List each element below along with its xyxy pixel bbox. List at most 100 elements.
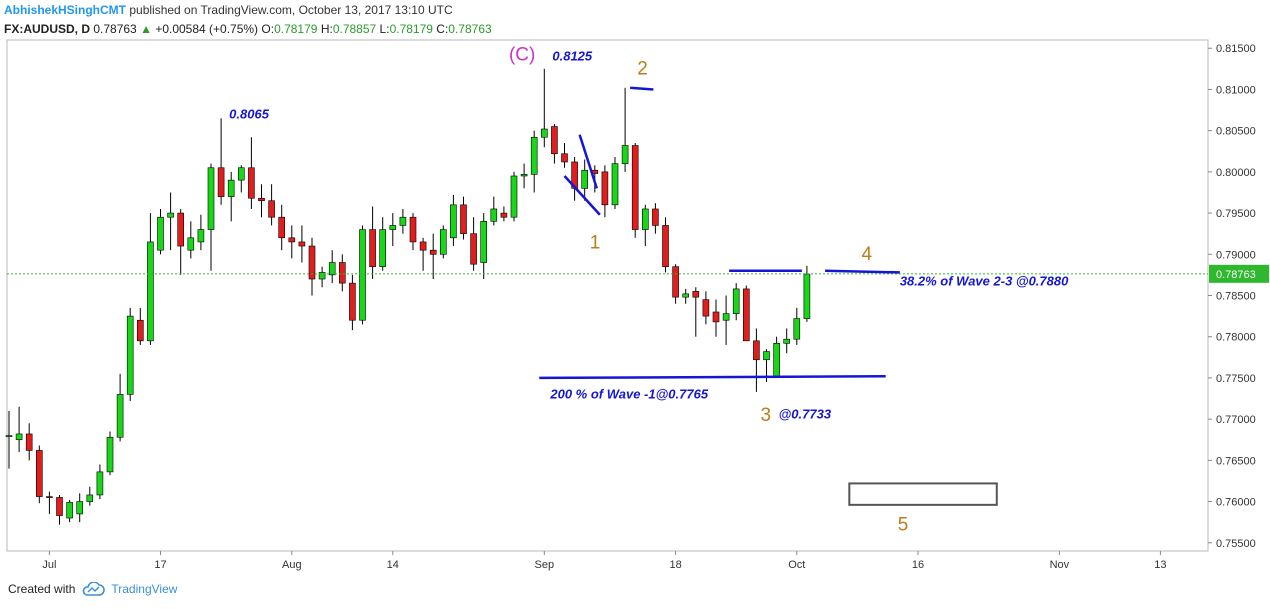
candle[interactable] (793, 307, 801, 345)
candle[interactable] (116, 373, 124, 442)
candle[interactable] (732, 283, 740, 321)
plot-area[interactable] (6, 39, 1209, 552)
candle[interactable] (308, 237, 316, 296)
candle[interactable] (551, 124, 558, 164)
candle-body (722, 313, 730, 321)
candle[interactable] (460, 196, 467, 240)
candle[interactable] (66, 499, 73, 523)
candle[interactable] (298, 225, 306, 263)
candle[interactable] (682, 288, 690, 304)
candle[interactable] (288, 225, 296, 259)
wave-1-upper-trendline[interactable] (578, 134, 599, 189)
candle[interactable] (86, 486, 94, 506)
candle[interactable] (490, 196, 498, 226)
candle[interactable] (662, 217, 669, 273)
candle[interactable] (187, 221, 195, 259)
tradingview-brand[interactable]: TradingView (111, 582, 178, 596)
candle[interactable] (318, 266, 326, 288)
candle-body (96, 471, 104, 496)
candle[interactable] (692, 287, 700, 337)
candle[interactable] (419, 237, 427, 271)
candle[interactable] (581, 159, 589, 201)
candle[interactable] (338, 254, 346, 292)
author-name[interactable]: AbhishekHSinghCMT (4, 3, 126, 17)
candle-body (167, 212, 174, 218)
candle-body (611, 163, 619, 206)
candle[interactable] (510, 171, 518, 222)
candle-body (379, 229, 387, 267)
candle[interactable] (429, 233, 437, 280)
candle[interactable] (470, 217, 477, 271)
candle[interactable] (46, 491, 53, 514)
candle[interactable] (601, 165, 609, 218)
candle[interactable] (712, 299, 720, 337)
candle[interactable] (167, 192, 174, 251)
candle[interactable] (753, 328, 760, 392)
candle-body (227, 179, 235, 197)
candle[interactable] (35, 445, 43, 504)
candle[interactable] (641, 204, 649, 247)
candle[interactable] (106, 431, 114, 476)
ext-200-support-line[interactable] (539, 375, 886, 380)
wave-4-resistance-line-right[interactable] (825, 269, 900, 274)
candle[interactable] (137, 307, 144, 345)
candle[interactable] (197, 214, 205, 251)
candle[interactable] (147, 213, 154, 345)
candle[interactable] (207, 163, 215, 271)
candle[interactable] (96, 464, 104, 500)
candle[interactable] (177, 208, 184, 275)
candle[interactable] (328, 250, 336, 284)
candle[interactable] (450, 194, 457, 247)
candle[interactable] (389, 213, 397, 247)
candle[interactable] (217, 118, 225, 205)
candle[interactable] (530, 130, 538, 193)
candle[interactable] (621, 87, 629, 172)
candle[interactable] (248, 137, 255, 209)
candle[interactable] (702, 291, 710, 325)
candle[interactable] (399, 208, 407, 234)
candle[interactable] (480, 213, 488, 280)
candle[interactable] (500, 206, 508, 222)
candle[interactable] (126, 307, 134, 401)
candle[interactable] (742, 285, 750, 342)
candle[interactable] (803, 265, 811, 322)
candle[interactable] (672, 264, 679, 304)
candle[interactable] (611, 157, 619, 209)
candle[interactable] (379, 217, 387, 271)
candle[interactable] (15, 406, 23, 453)
symbol-label[interactable]: FX:AUDUSD, D (4, 22, 90, 36)
current-price-label: 0.78763 (1216, 269, 1256, 281)
candle[interactable] (409, 213, 417, 251)
candle[interactable] (561, 143, 568, 168)
candle[interactable] (349, 274, 356, 331)
candle[interactable] (56, 494, 63, 525)
candle[interactable] (439, 225, 447, 259)
candle[interactable] (520, 163, 528, 189)
wave-2-top-line[interactable] (630, 86, 654, 91)
candle-body (702, 299, 710, 317)
candle-body (783, 338, 791, 344)
low-label: L: (379, 22, 390, 36)
candle[interactable] (268, 184, 275, 226)
candle[interactable] (278, 204, 286, 251)
wave-1-lower-trendline[interactable] (563, 175, 601, 216)
candle[interactable] (540, 68, 548, 148)
candle[interactable] (369, 206, 376, 280)
candle[interactable] (722, 295, 730, 345)
y-tick-label: 0.78000 (1216, 332, 1256, 344)
candle[interactable] (652, 203, 659, 234)
candle[interactable] (783, 328, 791, 354)
candle[interactable] (631, 143, 639, 238)
candle[interactable] (258, 184, 265, 218)
candle[interactable] (25, 423, 33, 461)
wave-5-target-box[interactable] (848, 482, 998, 506)
candle[interactable] (227, 171, 235, 222)
candle[interactable] (76, 493, 83, 523)
last-price: 0.78763 (93, 22, 137, 36)
candle-body (76, 501, 83, 515)
candle[interactable] (238, 165, 245, 193)
candle[interactable] (157, 208, 164, 255)
candle[interactable] (359, 225, 366, 325)
candle[interactable] (5, 410, 13, 469)
